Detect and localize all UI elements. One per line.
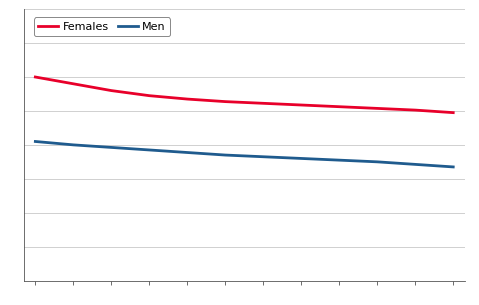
Men (375, 160, 380, 164)
Men (184, 151, 190, 154)
Men (261, 155, 266, 159)
Females (298, 103, 304, 107)
Females (375, 106, 380, 110)
Females (222, 100, 228, 103)
Men (450, 165, 456, 169)
Line: Men: Men (35, 142, 453, 167)
Females (184, 97, 190, 101)
Men (336, 158, 342, 162)
Females (33, 75, 38, 79)
Men (412, 163, 418, 166)
Men (147, 148, 152, 152)
Females (450, 111, 456, 114)
Females (412, 108, 418, 112)
Men (108, 145, 114, 149)
Men (70, 143, 76, 147)
Females (336, 105, 342, 109)
Females (108, 89, 114, 92)
Men (298, 157, 304, 160)
Females (147, 94, 152, 98)
Men (33, 140, 38, 143)
Females (261, 102, 266, 105)
Men (222, 153, 228, 157)
Females (70, 82, 76, 86)
Line: Females: Females (35, 77, 453, 113)
Legend: Females, Men: Females, Men (34, 17, 171, 36)
